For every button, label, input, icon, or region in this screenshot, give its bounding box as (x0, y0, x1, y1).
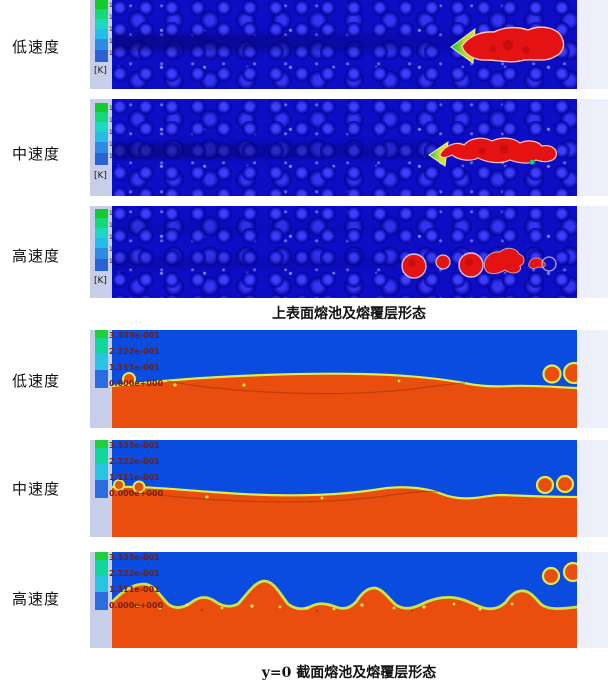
colorbar-tick: 1. (109, 222, 115, 229)
volume-fraction-colorbar (95, 330, 108, 388)
panel-cross-section-mid-speed: 3.333e-001 2.222e-001 1.111e-001 0.000e+… (90, 440, 608, 537)
volume-fraction-colorbar (95, 440, 108, 498)
panel-cross-section-high-speed: 3.333e-001 2.222e-001 1.111e-001 0.000e+… (90, 552, 608, 648)
colorbar-tick: 3.333e-001 (109, 553, 160, 562)
colorbar-tick: 2.222e-001 (109, 347, 160, 356)
temperature-colorbar (95, 103, 108, 165)
melt-pool-graphic (428, 137, 557, 167)
row-label-mid-speed-top: 中速度 (12, 145, 61, 163)
colorbar-tick: 1. (109, 105, 115, 112)
colorbar-tick: 1. (109, 210, 115, 217)
row-label-mid-speed-cross: 中速度 (12, 480, 61, 498)
powder-bed-render (112, 0, 577, 89)
caption-top-surface: 上表面熔池及熔覆层形态 (272, 306, 426, 322)
colorbar-tick: 1.111e-001 (109, 473, 160, 482)
colorbar-tick: 0.000e+000 (109, 379, 164, 388)
cross-section-render (112, 330, 577, 428)
colorbar-tick: 1. (109, 258, 115, 265)
cross-section-graphic (112, 330, 577, 428)
colorbar-tick: 1. (109, 14, 115, 21)
powder-bed-render (112, 99, 577, 196)
panel-top-surface-high-speed: 1. 1. 1. 1. 1. [K] (90, 206, 608, 298)
colorbar-tick: 1. (109, 117, 115, 124)
colorbar-tick: 1. (109, 234, 115, 241)
colorbar-tick: 0.000e+000 (109, 601, 164, 610)
colorbar-tick: 1. (109, 246, 115, 253)
melt-balls-graphic (401, 247, 557, 279)
colorbar-unit-label: [K] (94, 66, 107, 76)
panel-top-surface-low-speed: 1. 1. 1. 1. 1. (90, 0, 608, 89)
cross-section-graphic (112, 440, 577, 537)
laser-track-shadow (112, 34, 464, 51)
colorbar-tick: 1.111e-001 (109, 363, 160, 372)
colorbar-tick: 1. (109, 153, 115, 160)
row-label-high-speed-cross: 高速度 (12, 590, 61, 608)
laser-track-shadow (112, 256, 572, 270)
colorbar-tick: 3.333e-001 (109, 441, 160, 450)
row-label-low-speed-top: 低速度 (12, 38, 61, 56)
colorbar-unit-label: [K] (94, 276, 107, 286)
row-label-high-speed-top: 高速度 (12, 247, 61, 265)
caption-cross-section: y=0 截面熔池及熔覆层形态 (261, 665, 437, 681)
colorbar-tick: 1. (109, 38, 115, 45)
colorbar-tick: 1. (109, 50, 115, 57)
colorbar-tick: 1.111e-001 (109, 585, 160, 594)
colorbar-unit-label: [K] (94, 171, 107, 181)
colorbar-tick: 2.222e-001 (109, 569, 160, 578)
laser-track-shadow (112, 222, 412, 234)
cross-section-graphic (112, 552, 577, 648)
cross-section-render (112, 440, 577, 537)
colorbar-tick: 1. (109, 141, 115, 148)
colorbar-tick: 3.333e-001 (109, 331, 160, 340)
colorbar-tick: 1. (109, 2, 115, 9)
panel-cross-section-low-speed: 3.333e-001 2.222e-001 1.111e-001 0.000e+… (90, 330, 608, 428)
row-label-low-speed-cross: 低速度 (12, 372, 61, 390)
melt-pool-graphic (450, 26, 565, 64)
colorbar-tick: 2.222e-001 (109, 457, 160, 466)
temperature-colorbar (95, 0, 108, 62)
volume-fraction-colorbar (95, 552, 108, 610)
cross-section-render (112, 552, 577, 648)
colorbar-tick: 0.000e+000 (109, 489, 164, 498)
temperature-colorbar (95, 209, 108, 271)
colorbar-tick: 1. (109, 129, 115, 136)
laser-track-shadow (112, 143, 442, 159)
powder-bed-render (112, 206, 577, 298)
panel-top-surface-mid-speed: 1. 1. 1. 1. 1. (90, 99, 608, 196)
colorbar-tick: 1. (109, 26, 115, 33)
